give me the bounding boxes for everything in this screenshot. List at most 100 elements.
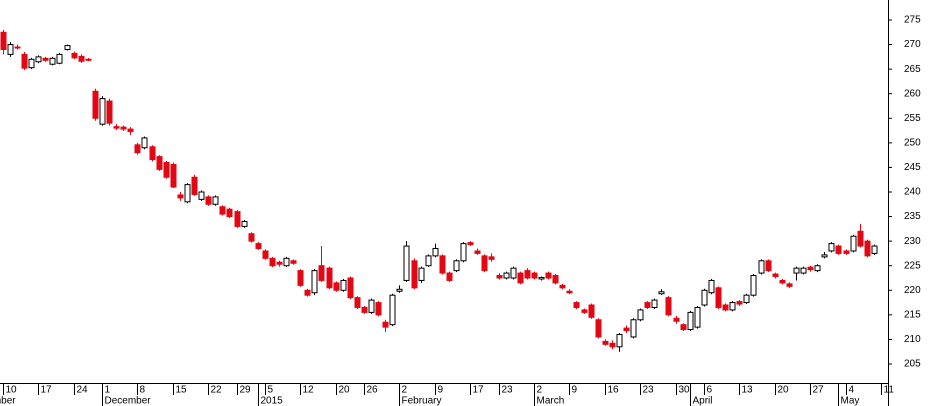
candle-body [573, 302, 580, 308]
month-label: November [0, 396, 16, 406]
month-label: March [537, 396, 565, 406]
candle-body [609, 342, 616, 348]
candle-body [729, 302, 736, 311]
y-tick-label: 235 [904, 211, 921, 222]
candle-body [212, 196, 219, 205]
candle-body [481, 255, 488, 272]
x-tick-label: 2 [537, 385, 543, 396]
candle-body [680, 324, 687, 331]
candle-body [800, 267, 807, 274]
candle-body [460, 243, 467, 262]
y-tick-label: 255 [904, 113, 921, 124]
candle-body [864, 240, 871, 257]
candle-body [326, 267, 333, 289]
candle-body [496, 275, 503, 279]
candle-body [793, 267, 800, 274]
candle-body [92, 90, 99, 119]
x-tick-label: 11 [884, 385, 895, 396]
candle-body [219, 206, 226, 215]
x-tick-label: 20 [339, 385, 351, 396]
candle-body [191, 176, 198, 195]
candle-body [545, 272, 552, 279]
candle-body [658, 291, 665, 295]
candle-body [85, 58, 92, 61]
candle-body [396, 288, 403, 292]
candle-body [503, 272, 510, 279]
y-tick-label: 230 [904, 236, 921, 247]
candle-body [637, 309, 644, 321]
x-tick-label: 2 [402, 385, 408, 396]
y-tick-label: 275 [904, 15, 921, 26]
candle-body [311, 270, 318, 294]
candle-body [113, 126, 120, 129]
candle-body [453, 260, 460, 272]
y-tick-label: 270 [904, 39, 921, 50]
x-tick-label: 24 [77, 385, 89, 396]
x-tick-label: 27 [813, 385, 825, 396]
candle-body [234, 211, 241, 227]
candle-body [432, 248, 439, 257]
x-tick-label: 23 [502, 385, 514, 396]
candle-body [467, 242, 474, 246]
candle-body [127, 128, 134, 133]
x-tick-label: 1 [105, 385, 111, 396]
candle-body [241, 220, 248, 227]
candle-body [149, 146, 156, 161]
candle-body [297, 270, 304, 286]
plot-area [0, 29, 878, 352]
candle-body [722, 304, 729, 311]
candle-body [559, 284, 566, 289]
candle-body [78, 55, 85, 62]
candle-body [779, 279, 786, 284]
candle-body [871, 245, 878, 254]
y-tick-label: 250 [904, 137, 921, 148]
candle-body [673, 317, 680, 322]
x-tick-label: 15 [176, 385, 188, 396]
x-tick-label: 29 [240, 385, 252, 396]
candle-body [304, 289, 311, 296]
candle-body [198, 191, 205, 200]
month-label: 2015 [261, 396, 284, 406]
candle-body [694, 306, 701, 328]
candle-body [644, 302, 651, 308]
x-tick-label: 13 [742, 385, 754, 396]
x-tick-label: 4 [849, 385, 855, 396]
candle-body [333, 282, 340, 291]
candle-body [687, 311, 694, 331]
candle-body [21, 53, 28, 69]
candle-body [857, 230, 864, 247]
candle-body [255, 243, 262, 250]
candle-body [588, 304, 595, 318]
x-tick-label: 9 [438, 385, 444, 396]
candle-body [602, 340, 609, 345]
candle-body [0, 31, 7, 50]
candle-body [488, 256, 495, 260]
candle-body [616, 333, 623, 348]
candle-body [418, 267, 425, 281]
x-tick-label: 8 [140, 385, 146, 396]
candle-body [510, 267, 517, 279]
candle-body [750, 275, 757, 296]
y-tick-label: 215 [904, 309, 921, 320]
candle-body [736, 301, 743, 305]
candle-body [411, 260, 418, 289]
candle-body [439, 255, 446, 274]
candle-body [701, 289, 708, 306]
candle-body [262, 250, 269, 259]
candle-body [28, 58, 35, 69]
candle-body [290, 260, 297, 264]
y-tick-label: 205 [904, 359, 921, 370]
candle-body [177, 194, 184, 199]
candle-body [772, 273, 779, 278]
candle-body [531, 272, 538, 279]
candle-body [226, 208, 233, 218]
candle-body [184, 184, 191, 203]
candle-body [42, 57, 49, 61]
candle-body [141, 137, 148, 149]
month-label: February [402, 396, 442, 406]
candle-body [14, 46, 21, 49]
candle-body [552, 275, 559, 284]
candle-body [99, 98, 106, 125]
